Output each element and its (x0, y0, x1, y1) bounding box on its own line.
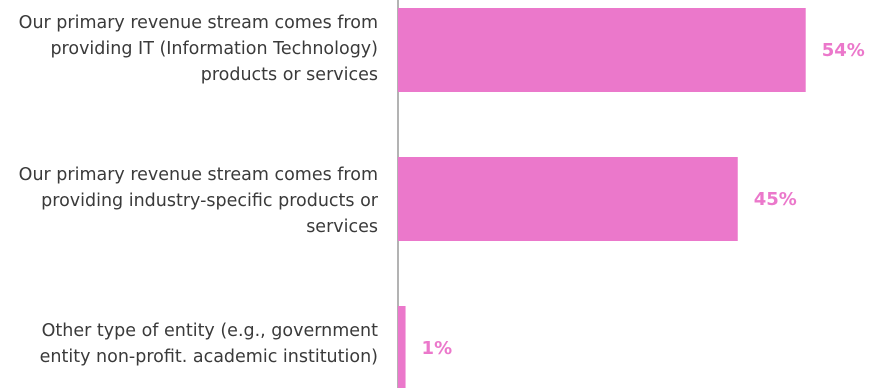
bar-value-label-1: 54% (822, 40, 865, 61)
bar-3 (398, 306, 406, 388)
bar-value-label-2: 45% (754, 189, 797, 210)
bar-2 (398, 157, 738, 241)
bar-1 (398, 8, 806, 92)
category-label-1: Our primary revenue stream comes from pr… (18, 13, 378, 85)
bar-value-label-3: 1% (422, 338, 453, 359)
category-label-3: Other type of entity (e.g., government e… (39, 321, 378, 367)
category-label-2: Our primary revenue stream comes from pr… (18, 165, 378, 237)
